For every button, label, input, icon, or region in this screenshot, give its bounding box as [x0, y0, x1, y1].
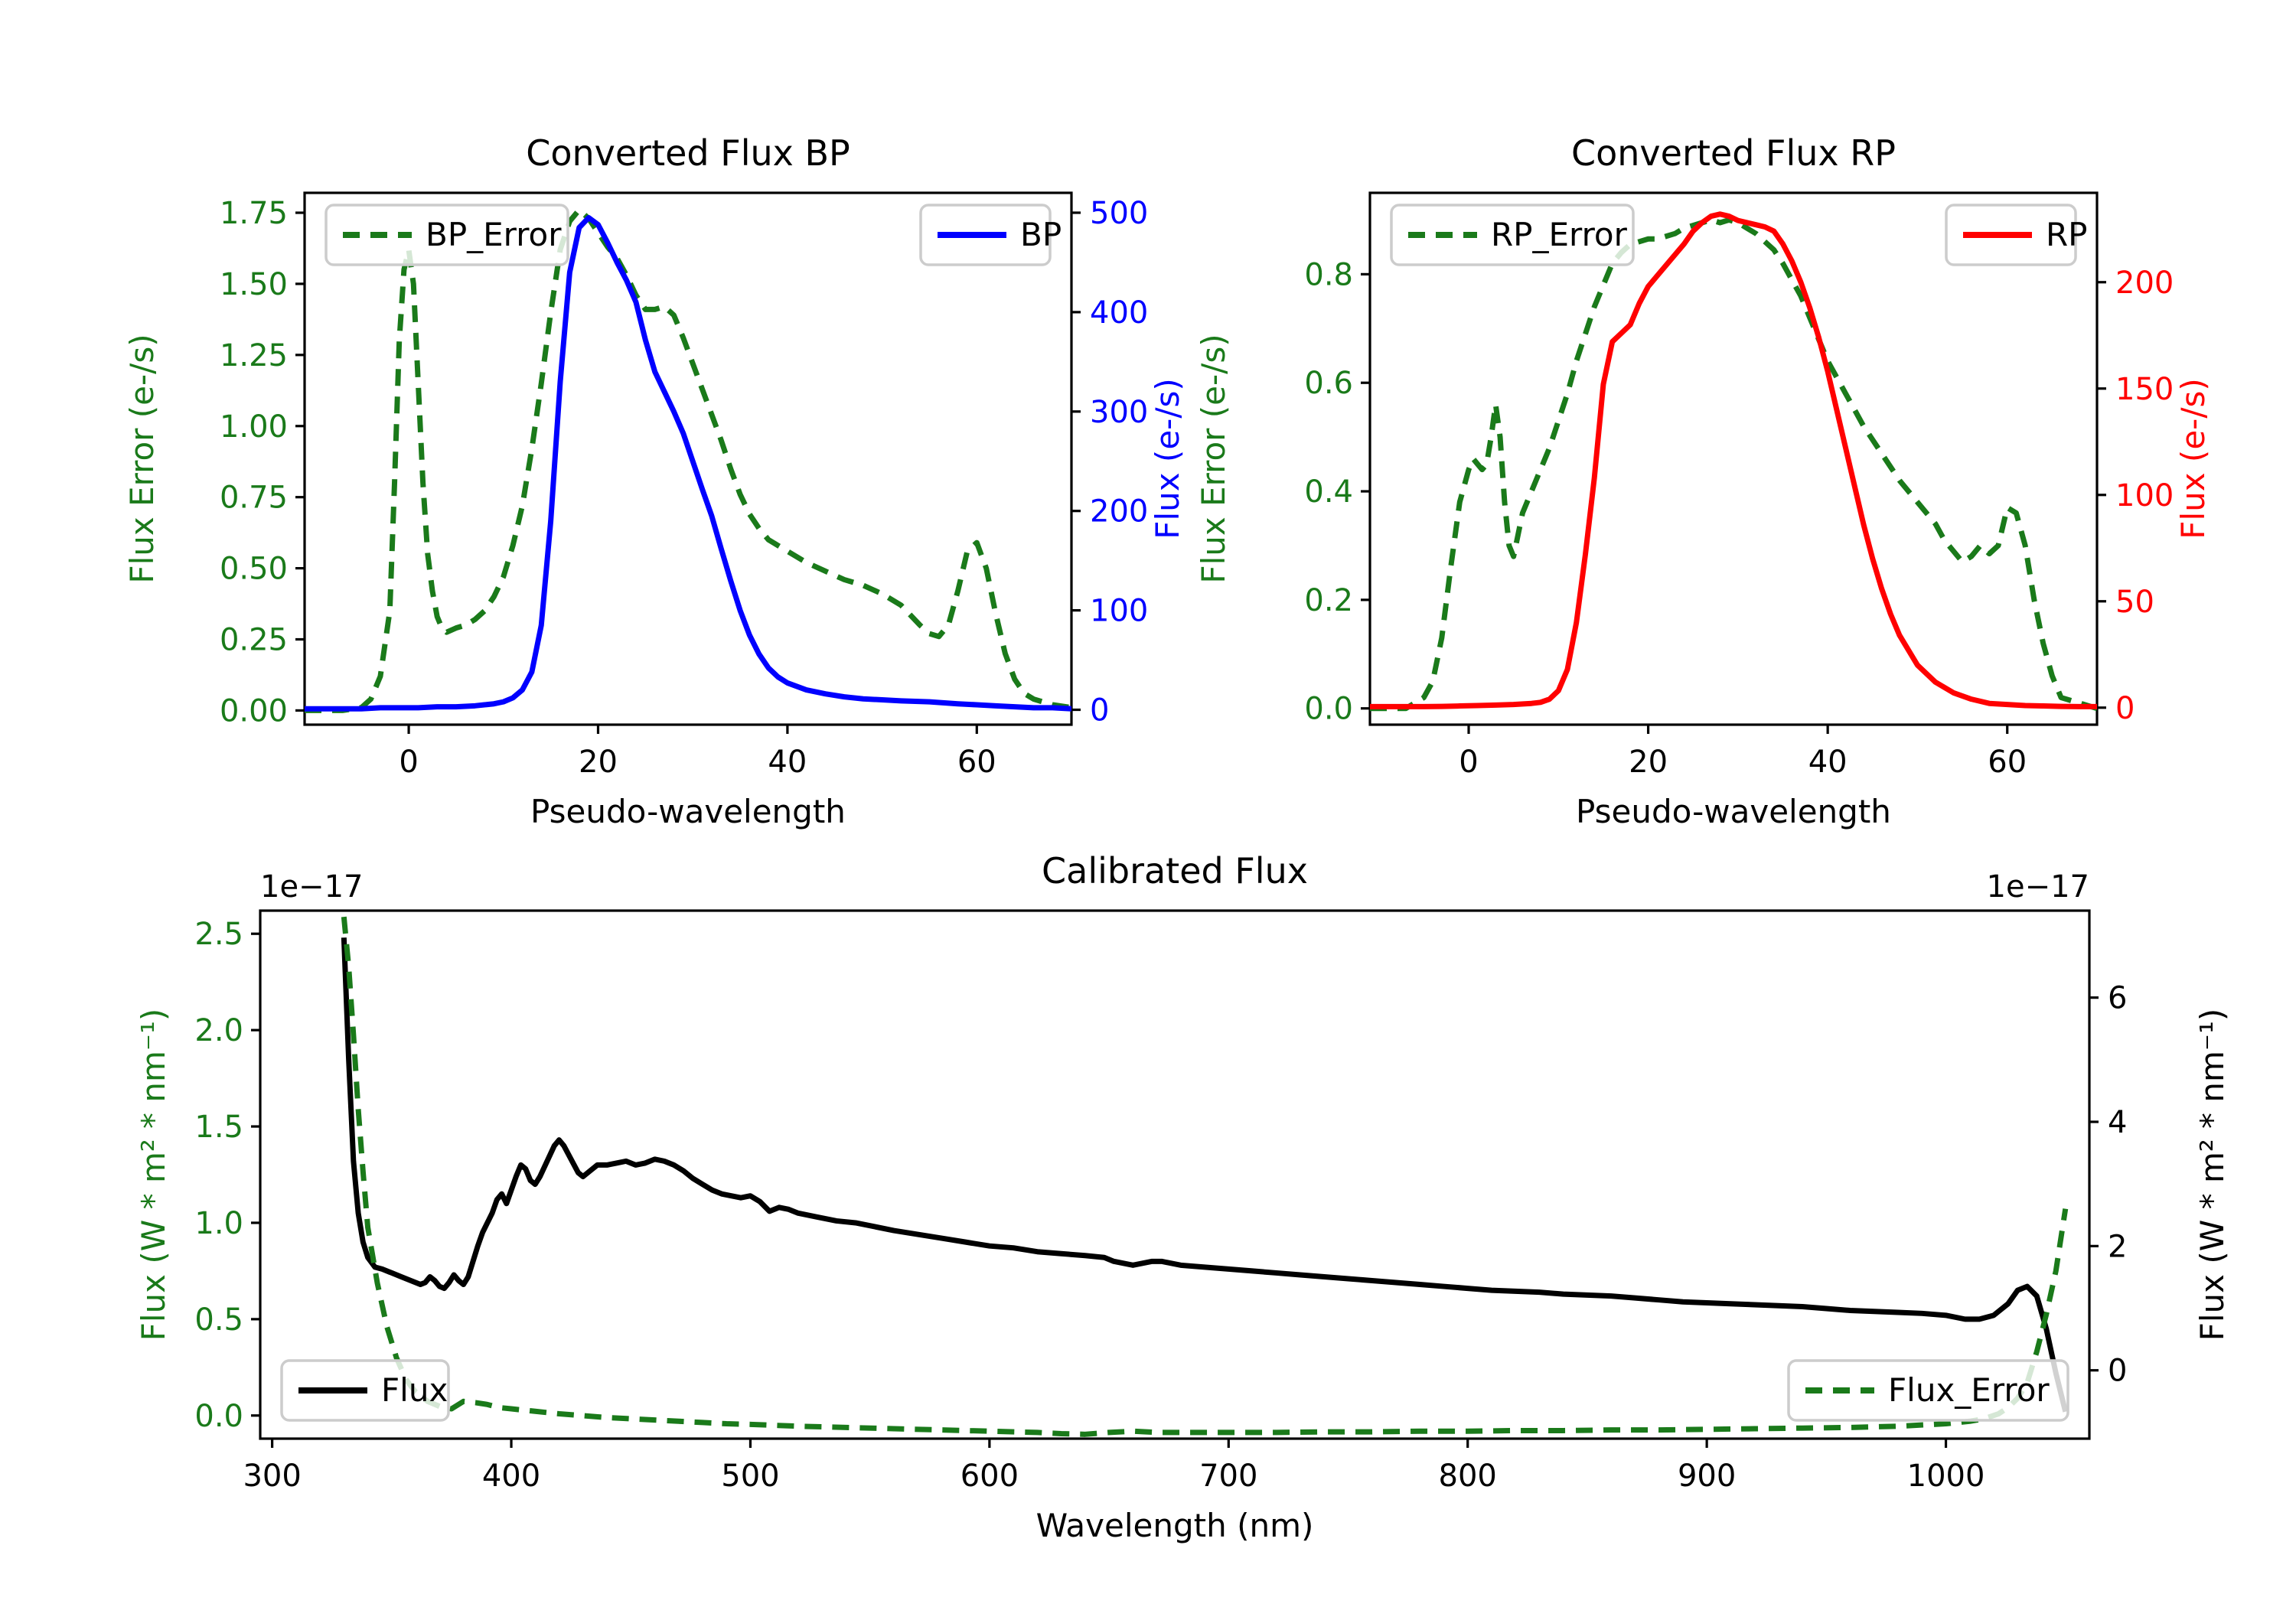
- bp-series-bp: [305, 214, 1071, 712]
- rp-yticklabel-left: 0.4: [1304, 474, 1353, 510]
- bp-yticklabel-left: 1.50: [220, 267, 288, 302]
- bp-yaxis-label-right: Flux (e-/s): [1149, 378, 1186, 539]
- rp-yticklabel-right: 50: [2115, 585, 2154, 620]
- calibrated-yticklabel-right: 4: [2108, 1105, 2127, 1140]
- calibrated-xticklabel: 700: [1199, 1459, 1257, 1494]
- calibrated-series-flux_error: [341, 916, 2069, 1437]
- calibrated-xticklabel: 300: [243, 1459, 301, 1494]
- rp-yticklabel-right: 0: [2115, 691, 2135, 726]
- bp-xticklabel: 40: [768, 745, 807, 780]
- bp-yticklabel-left: 0.50: [220, 552, 288, 587]
- calibrated-xticklabel: 800: [1439, 1459, 1497, 1494]
- bp-yaxis-label-left: Flux Error (e-/s): [123, 334, 161, 583]
- calibrated-series-flux: [341, 937, 2069, 1413]
- rp-xticklabel: 0: [1459, 745, 1478, 780]
- bp-yticklabel-left: 0.75: [220, 481, 288, 516]
- calibrated-yaxis-label-left: Flux (W * m² * nm⁻¹): [135, 1009, 172, 1341]
- rp-yticklabel-left: 0.0: [1304, 692, 1353, 727]
- calibrated-yticklabel-left: 1.0: [194, 1206, 243, 1241]
- calibrated-yticklabel-right: 6: [2108, 981, 2127, 1016]
- rp-series-rp: [1370, 211, 2097, 709]
- calibrated-yticklabel-left: 2.0: [194, 1013, 243, 1048]
- bp-yticklabel-right: 100: [1090, 594, 1148, 629]
- calibrated-xticklabel: 500: [721, 1459, 779, 1494]
- bp-title: Converted Flux BP: [526, 132, 850, 174]
- rp-yaxis-label-right: Flux (e-/s): [2174, 378, 2212, 539]
- bp-yticklabel-left: 0.25: [220, 623, 288, 658]
- rp-yticklabel-right: 150: [2115, 372, 2174, 407]
- calibrated-legend-right-label: Flux_Error: [1888, 1371, 2050, 1409]
- rp-xticklabel: 60: [1988, 745, 2027, 780]
- bp-yticklabel-left: 1.25: [220, 338, 288, 373]
- bp-legend-right-label: BP: [1020, 216, 1062, 253]
- bp-xaxis-label: Pseudo-wavelength: [530, 793, 846, 830]
- rp-legend-left-box: [1390, 204, 1635, 266]
- bp-yticklabel-right: 0: [1090, 693, 1109, 729]
- calibrated-yaxis-label-right: Flux (W * m² * nm⁻¹): [2193, 1009, 2231, 1341]
- rp-title: Converted Flux RP: [1571, 132, 1896, 174]
- calibrated-title: Calibrated Flux: [1042, 850, 1308, 892]
- rp-xticklabel: 40: [1808, 745, 1848, 780]
- bp-yticklabel-right: 500: [1090, 196, 1148, 231]
- rp-series-rp_error: [1370, 217, 2097, 712]
- rp-xticklabel: 20: [1629, 745, 1668, 780]
- rp-xaxis-label: Pseudo-wavelength: [1576, 793, 1891, 830]
- bp-legend-left-box: [325, 204, 569, 266]
- calibrated-xaxis-label: Wavelength (nm): [1036, 1507, 1314, 1544]
- bp-yticklabel-left: 0.00: [220, 693, 288, 729]
- calibrated-offset-left: 1e−17: [260, 869, 363, 905]
- calibrated-xticklabel: 400: [482, 1459, 540, 1494]
- calibrated-offset-right: 1e−17: [1987, 869, 2089, 905]
- calibrated-yticklabel-right: 0: [2108, 1354, 2127, 1389]
- calibrated-yticklabel-left: 0.0: [194, 1399, 243, 1434]
- calibrated-yticklabel-right: 2: [2108, 1229, 2127, 1264]
- calibrated-xticklabel: 1000: [1907, 1459, 1985, 1494]
- rp-yticklabel-left: 0.2: [1304, 583, 1353, 618]
- bp-series-bp_error: [305, 207, 1071, 713]
- bp-axes-frame: [303, 191, 1073, 726]
- calibrated-legend-left-label: Flux: [381, 1371, 448, 1409]
- calibrated-axes-frame: [259, 909, 2091, 1440]
- bp-yticklabel-right: 200: [1090, 494, 1148, 530]
- calibrated-xticklabel: 600: [960, 1459, 1019, 1494]
- rp-legend-left-label: RP_Error: [1491, 216, 1628, 253]
- rp-yticklabel-left: 0.6: [1304, 366, 1353, 401]
- rp-axes-frame: [1368, 191, 2099, 726]
- bp-yticklabel-left: 1.75: [220, 196, 288, 231]
- bp-yticklabel-right: 400: [1090, 295, 1148, 331]
- rp-yticklabel-right: 200: [2115, 266, 2174, 301]
- calibrated-legend-right-box: [1787, 1359, 2069, 1422]
- bp-xticklabel: 0: [399, 745, 418, 780]
- bp-xticklabel: 60: [957, 745, 996, 780]
- calibrated-yticklabel-left: 0.5: [194, 1302, 243, 1338]
- rp-yticklabel-left: 0.8: [1304, 257, 1353, 292]
- bp-xticklabel: 20: [579, 745, 618, 780]
- bp-yticklabel-left: 1.00: [220, 409, 288, 445]
- bp-legend-left-label: BP_Error: [426, 216, 562, 253]
- rp-legend-right-label: RP: [2046, 216, 2088, 253]
- calibrated-yticklabel-left: 2.5: [194, 917, 243, 952]
- rp-yticklabel-right: 100: [2115, 478, 2174, 513]
- rp-yaxis-label-left: Flux Error (e-/s): [1195, 334, 1232, 583]
- calibrated-yticklabel-left: 1.5: [194, 1110, 243, 1145]
- bp-yticklabel-right: 300: [1090, 395, 1148, 430]
- calibrated-xticklabel: 900: [1678, 1459, 1736, 1494]
